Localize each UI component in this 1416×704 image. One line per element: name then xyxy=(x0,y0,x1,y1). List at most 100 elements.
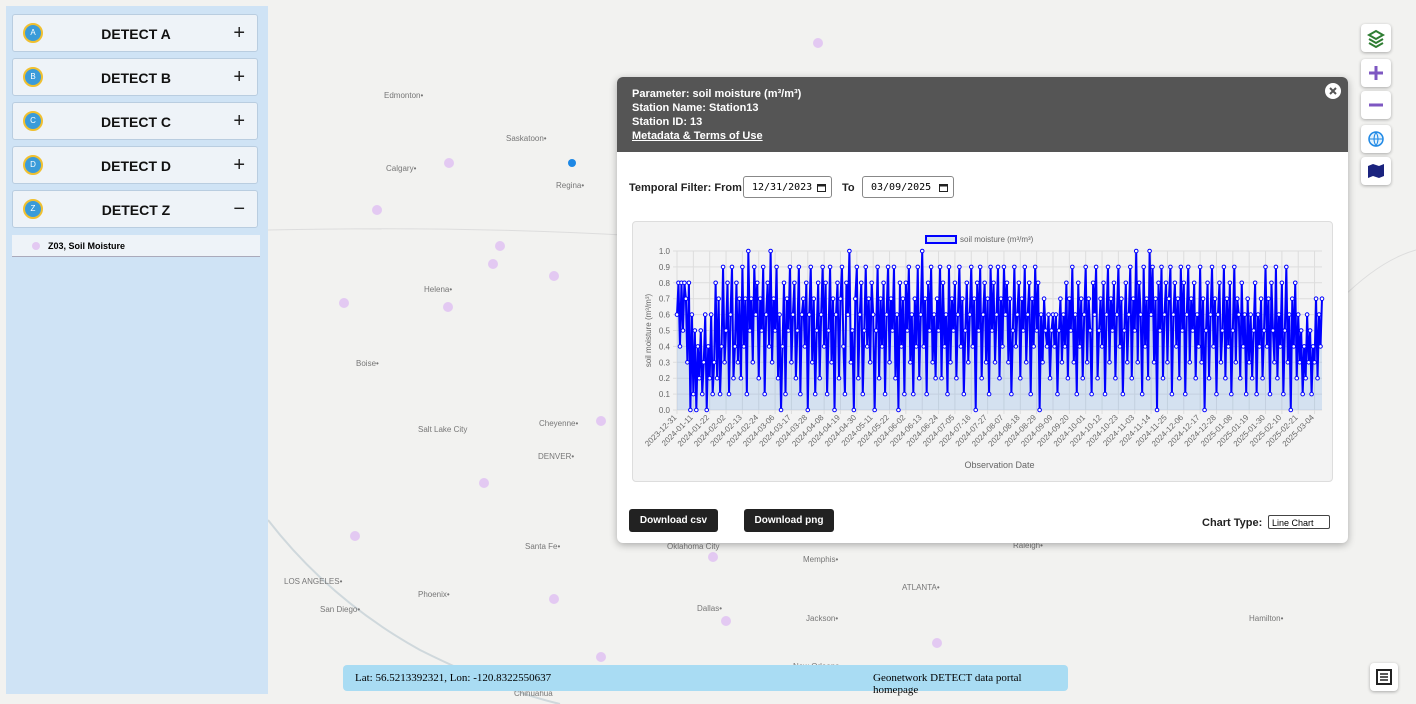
station[interactable] xyxy=(443,302,453,312)
point xyxy=(1286,361,1290,365)
point xyxy=(1276,376,1280,380)
point xyxy=(944,313,948,317)
point xyxy=(1310,392,1314,396)
point xyxy=(720,345,724,349)
point xyxy=(1188,361,1192,365)
point xyxy=(894,376,898,380)
zoom-in[interactable] xyxy=(1361,59,1391,87)
metadata-link[interactable]: Metadata & Terms of Use xyxy=(632,130,763,142)
point xyxy=(1137,281,1141,285)
point xyxy=(1140,392,1144,396)
station[interactable] xyxy=(350,531,360,541)
station[interactable] xyxy=(708,552,718,562)
station[interactable] xyxy=(932,638,942,648)
station[interactable] xyxy=(488,259,498,269)
layer-item[interactable]: Z03, Soil Moisture xyxy=(12,235,260,257)
layer-group[interactable]: CDETECT C+ xyxy=(12,102,258,140)
point xyxy=(953,281,957,285)
city-label: San Diego• xyxy=(320,605,360,614)
point xyxy=(1001,345,1005,349)
city-label: Boise• xyxy=(356,359,379,368)
layer-group[interactable]: ZDETECT Z− xyxy=(12,190,258,228)
point xyxy=(968,313,972,317)
date-text: 12/31/2023 xyxy=(752,182,812,193)
point xyxy=(843,392,847,396)
point xyxy=(807,313,811,317)
point xyxy=(1100,345,1104,349)
icon xyxy=(1361,125,1391,153)
point xyxy=(1090,392,1094,396)
point xyxy=(1282,392,1286,396)
point xyxy=(1195,313,1199,317)
station[interactable] xyxy=(372,205,382,215)
homepage-link[interactable]: Geonetwork DETECT data portal homepage xyxy=(873,672,1068,696)
point xyxy=(858,313,862,317)
point xyxy=(836,281,840,285)
station-popup: Parameter: soil moisture (m³/m³) Station… xyxy=(617,77,1348,543)
point xyxy=(1299,329,1303,333)
station[interactable] xyxy=(596,652,606,662)
point xyxy=(1139,313,1143,317)
point xyxy=(1235,297,1239,301)
legend-button[interactable] xyxy=(1370,663,1398,691)
point xyxy=(724,329,728,333)
point xyxy=(900,345,904,349)
point xyxy=(681,329,685,333)
point xyxy=(1120,297,1124,301)
point xyxy=(1068,297,1072,301)
station[interactable] xyxy=(813,38,823,48)
point xyxy=(831,297,835,301)
point xyxy=(1307,361,1311,365)
point xyxy=(1180,329,1184,333)
download-csv[interactable]: Download csv xyxy=(629,509,718,532)
point xyxy=(687,281,691,285)
point xyxy=(732,376,736,380)
point xyxy=(1106,265,1110,269)
point xyxy=(865,345,869,349)
layers-button[interactable] xyxy=(1361,24,1391,52)
station[interactable] xyxy=(495,241,505,251)
from-date[interactable]: 12/31/2023 xyxy=(743,176,832,198)
globe-button[interactable] xyxy=(1361,125,1391,153)
point xyxy=(1279,345,1283,349)
parameter: Parameter: soil moisture (m³/m³) xyxy=(632,88,801,100)
station[interactable] xyxy=(549,594,559,604)
station[interactable] xyxy=(479,478,489,488)
point xyxy=(1197,345,1201,349)
station[interactable] xyxy=(596,416,606,426)
layer-dot xyxy=(32,242,40,250)
point xyxy=(917,376,921,380)
layer-group[interactable]: DDETECT D+ xyxy=(12,146,258,184)
station[interactable] xyxy=(721,616,731,626)
zoom-out[interactable] xyxy=(1361,91,1391,119)
point xyxy=(839,297,843,301)
point xyxy=(949,361,953,365)
basemap-button[interactable] xyxy=(1361,157,1391,185)
point xyxy=(1167,297,1171,301)
layer-group[interactable]: ADETECT A+ xyxy=(12,14,258,52)
point xyxy=(738,297,742,301)
station[interactable] xyxy=(549,271,559,281)
point xyxy=(760,329,764,333)
point xyxy=(778,313,782,317)
point xyxy=(1296,313,1300,317)
point xyxy=(1161,376,1165,380)
point xyxy=(937,329,941,333)
to-date[interactable]: 03/09/2025 xyxy=(862,176,954,198)
close-button[interactable] xyxy=(1324,82,1342,100)
point xyxy=(876,265,880,269)
point xyxy=(714,281,718,285)
station-selected[interactable] xyxy=(568,159,576,167)
layer-group[interactable]: BDETECT B+ xyxy=(12,58,258,96)
point xyxy=(729,313,733,317)
point xyxy=(1178,376,1182,380)
point xyxy=(816,281,820,285)
point xyxy=(883,392,887,396)
station[interactable] xyxy=(444,158,454,168)
download-png[interactable]: Download png xyxy=(744,509,834,532)
point xyxy=(1158,329,1162,333)
chart-type-select[interactable]: Line Chart xyxy=(1268,515,1330,529)
point xyxy=(1228,281,1232,285)
station[interactable] xyxy=(339,298,349,308)
